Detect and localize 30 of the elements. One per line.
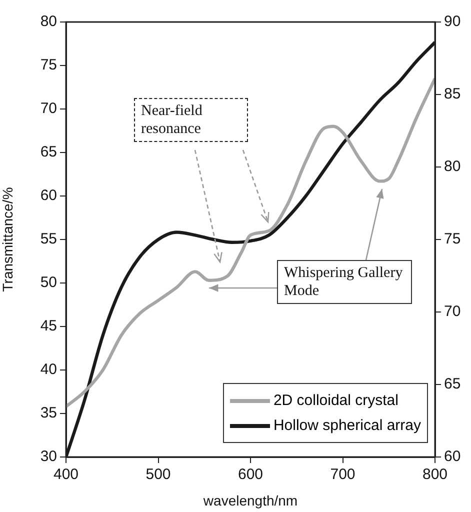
x-tick-label: 600: [238, 466, 264, 484]
legend-label: 2D colloidal crystal: [273, 392, 398, 409]
y-axis-title: Transmittance/%: [0, 187, 16, 292]
legend-label: Hollow spherical array: [273, 417, 421, 434]
y-tick-label: 45: [40, 318, 57, 335]
y2-tick-label: 65: [444, 376, 461, 393]
annotation: Whispering Gallery Mode: [277, 260, 412, 304]
y-tick-label: 40: [40, 361, 57, 378]
y2-tick-label: 70: [444, 303, 461, 320]
y-tick-label: 65: [40, 144, 57, 161]
y-tick-label: 60: [40, 187, 57, 204]
y-tick-label: 30: [40, 448, 57, 466]
y-tick-label: 50: [40, 274, 57, 292]
line-series: [66, 76, 435, 408]
x-tick-label: 500: [146, 466, 171, 484]
y-tick-label: 75: [40, 56, 57, 74]
x-tick-label: 800: [422, 466, 448, 484]
x-tick-label: 400: [53, 466, 79, 484]
annotation: Near-field resonance: [134, 98, 248, 142]
y-tick-label: 80: [40, 13, 57, 30]
y-tick-label: 35: [40, 404, 57, 422]
y2-tick-label: 90: [444, 13, 461, 30]
y2-tick-label: 60: [444, 448, 461, 466]
x-tick-label: 700: [330, 466, 356, 484]
x-axis-title: wavelength/nm: [202, 492, 298, 508]
y-tick-label: 55: [40, 230, 57, 248]
y-tick-label: 70: [40, 100, 57, 118]
y2-tick-label: 85: [444, 86, 461, 103]
y2-tick-label: 80: [444, 158, 461, 176]
y2-tick-label: 75: [444, 230, 461, 248]
